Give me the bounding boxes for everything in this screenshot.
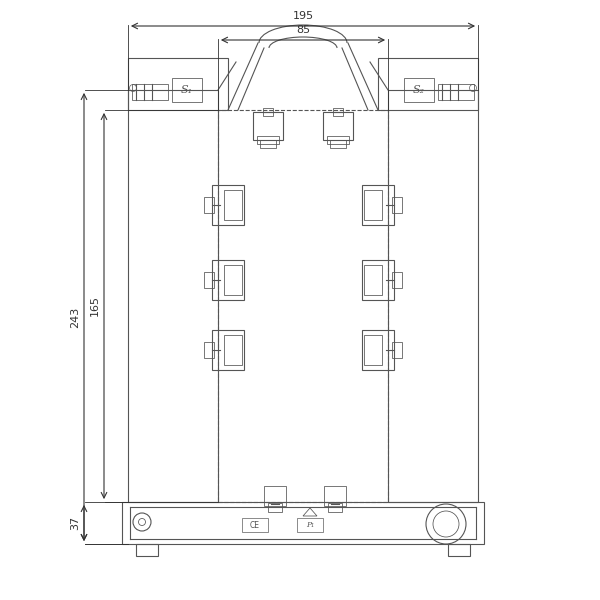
Bar	[224, 265, 242, 295]
Bar	[253, 112, 283, 140]
Bar	[362, 330, 394, 370]
Bar	[122, 502, 484, 544]
Text: 165: 165	[90, 295, 100, 317]
Bar	[260, 140, 276, 148]
Text: 37: 37	[70, 516, 80, 530]
Text: 243: 243	[70, 307, 80, 328]
Bar	[297, 518, 323, 532]
Bar	[392, 342, 402, 358]
Bar	[364, 265, 382, 295]
Text: P₁: P₁	[306, 521, 314, 529]
Bar	[364, 335, 382, 365]
Bar	[263, 108, 273, 116]
Bar	[242, 518, 268, 532]
Bar	[212, 260, 244, 300]
Bar	[333, 108, 343, 116]
Bar	[204, 197, 214, 213]
Bar	[224, 335, 242, 365]
Bar	[362, 185, 394, 225]
Bar	[438, 84, 474, 100]
Bar	[212, 185, 244, 225]
Text: S₂: S₂	[413, 85, 425, 95]
Bar	[264, 486, 286, 506]
Bar	[324, 486, 346, 506]
Bar	[268, 503, 282, 512]
Bar	[323, 112, 353, 140]
Bar	[364, 190, 382, 220]
Bar	[327, 136, 349, 144]
Bar	[172, 78, 202, 102]
Bar	[362, 260, 394, 300]
Bar	[330, 140, 346, 148]
Bar	[132, 84, 168, 100]
Text: 85: 85	[296, 25, 310, 35]
Bar	[257, 136, 279, 144]
Bar	[404, 78, 434, 102]
Text: CE: CE	[250, 520, 260, 529]
Bar	[128, 58, 228, 110]
Bar	[136, 544, 158, 556]
Bar	[378, 58, 478, 110]
Bar	[204, 342, 214, 358]
Bar	[204, 272, 214, 288]
Bar	[392, 272, 402, 288]
Bar	[388, 90, 478, 502]
Bar	[224, 190, 242, 220]
Bar	[448, 544, 470, 556]
Bar	[212, 330, 244, 370]
Bar	[392, 197, 402, 213]
Text: S₁: S₁	[181, 85, 193, 95]
Bar	[328, 503, 342, 512]
Text: 195: 195	[292, 11, 314, 21]
Bar	[218, 110, 388, 502]
Bar	[128, 90, 218, 502]
